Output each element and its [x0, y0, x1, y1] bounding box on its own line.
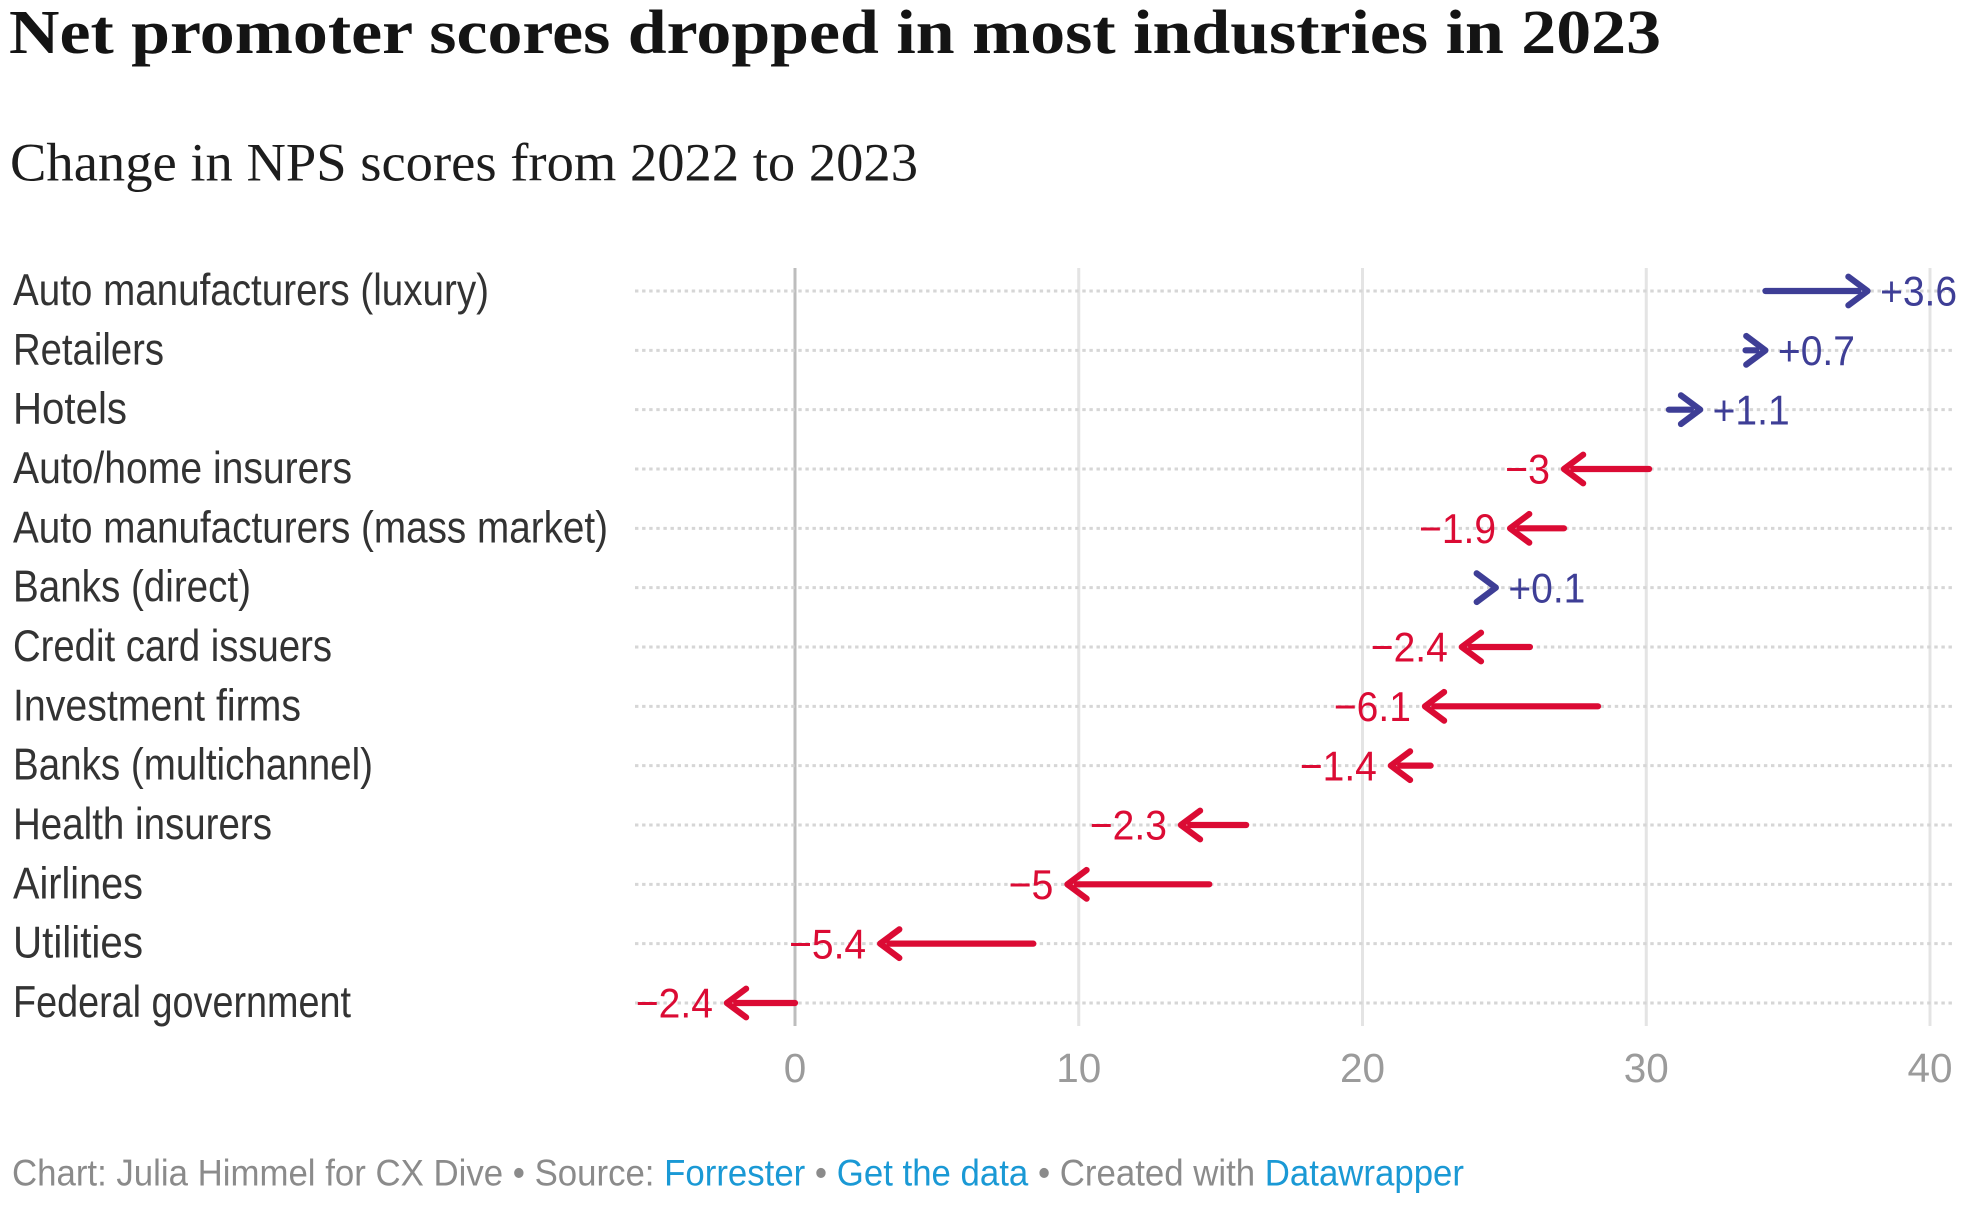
- svg-text:+3.6: +3.6: [1880, 268, 1957, 315]
- svg-text:Chart: Julia Himmel for CX Div: Chart: Julia Himmel for CX Dive • Source…: [12, 1153, 1464, 1194]
- svg-text:Net promoter scores dropped in: Net promoter scores dropped in most indu…: [9, 0, 1661, 67]
- svg-text:−2.4: −2.4: [1371, 624, 1448, 671]
- svg-text:+0.1: +0.1: [1508, 564, 1585, 611]
- svg-text:−5.4: −5.4: [789, 920, 866, 967]
- svg-text:−1.9: −1.9: [1419, 505, 1496, 552]
- svg-text:Federal government: Federal government: [13, 978, 352, 1027]
- svg-text:+0.7: +0.7: [1778, 327, 1855, 374]
- svg-text:Hotels: Hotels: [13, 385, 127, 434]
- svg-text:Utilities: Utilities: [13, 919, 143, 968]
- svg-text:Airlines: Airlines: [13, 859, 143, 908]
- svg-text:−2.3: −2.3: [1090, 802, 1167, 849]
- svg-text:40: 40: [1908, 1045, 1953, 1091]
- svg-text:Banks (direct): Banks (direct): [13, 563, 251, 612]
- svg-text:Auto manufacturers (luxury): Auto manufacturers (luxury): [13, 266, 489, 315]
- svg-text:−5: −5: [1009, 861, 1054, 908]
- svg-text:−2.4: −2.4: [636, 980, 713, 1027]
- svg-text:10: 10: [1056, 1045, 1101, 1091]
- svg-text:Retailers: Retailers: [13, 325, 164, 374]
- svg-text:0: 0: [784, 1045, 807, 1091]
- svg-text:Investment firms: Investment firms: [13, 681, 301, 730]
- svg-text:Health insurers: Health insurers: [13, 800, 272, 849]
- svg-text:20: 20: [1340, 1045, 1385, 1091]
- svg-text:−6.1: −6.1: [1334, 683, 1411, 730]
- svg-text:30: 30: [1624, 1045, 1669, 1091]
- svg-text:Auto/home insurers: Auto/home insurers: [13, 444, 352, 493]
- svg-text:−1.4: −1.4: [1300, 742, 1377, 789]
- svg-text:Banks (multichannel): Banks (multichannel): [13, 741, 373, 790]
- svg-text:Auto manufacturers (mass marke: Auto manufacturers (mass market): [13, 503, 608, 552]
- svg-text:Credit card issuers: Credit card issuers: [13, 622, 332, 671]
- svg-text:+1.1: +1.1: [1713, 386, 1790, 433]
- svg-text:−3: −3: [1505, 446, 1550, 493]
- svg-text:Change in NPS scores from 2022: Change in NPS scores from 2022 to 2023: [10, 133, 918, 193]
